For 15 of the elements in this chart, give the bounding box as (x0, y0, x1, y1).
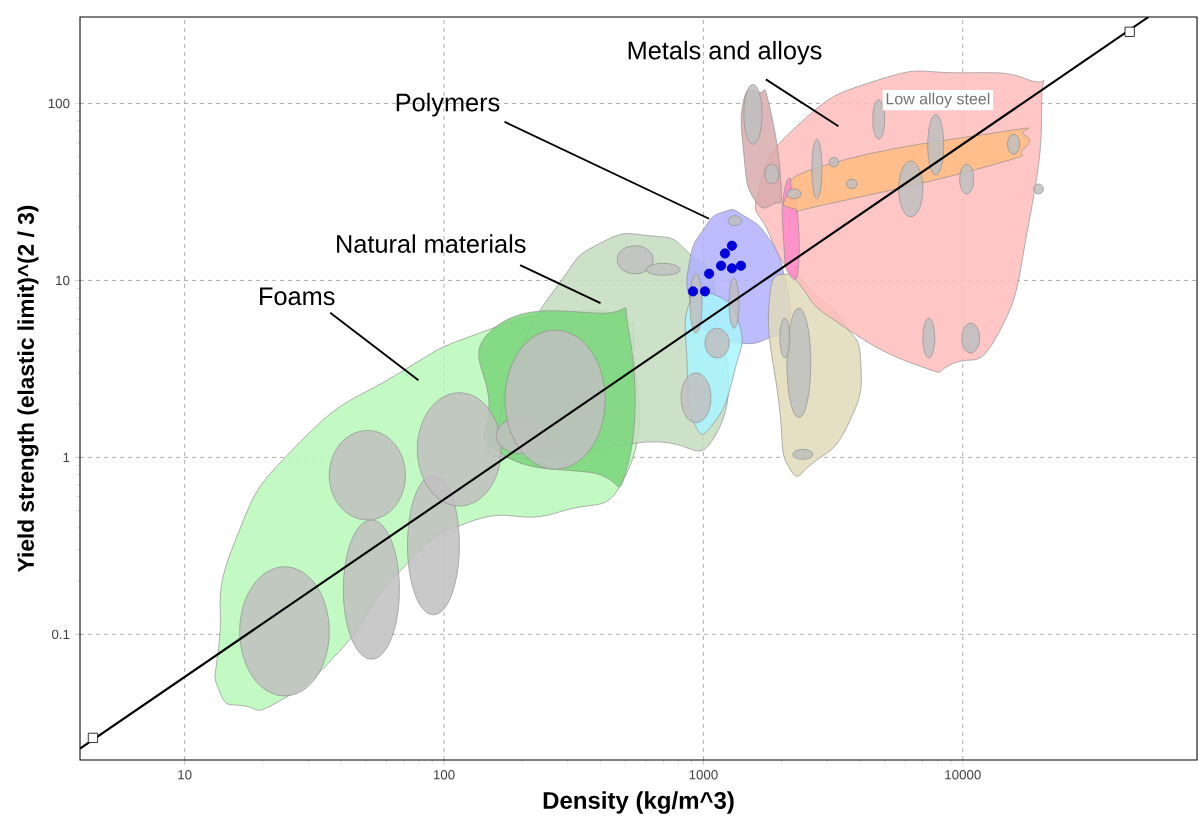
annotation: Foams (260, 287, 335, 306)
x-tick-label: 1000 (689, 770, 718, 780)
annotation: Natural materials (337, 234, 526, 253)
x-tick-label: 100 (433, 770, 455, 780)
y-tick-label: 1 (63, 452, 70, 462)
annotation: Metals and alloys (628, 40, 822, 65)
y-tick-label: 100 (48, 98, 70, 109)
annotation: Low alloy steel (886, 92, 990, 108)
x-axis-title: Density (kg/m^3) (543, 791, 734, 814)
annotation: Polymers (396, 92, 500, 117)
x-tick-label: 10000 (945, 770, 981, 780)
y-axis-title: Yield strength (elastic limit)^(2 / 3) (17, 205, 39, 572)
x-tick-label: 10 (178, 770, 192, 780)
y-tick-label: 0.1 (51, 629, 70, 640)
y-tick-label: 10 (56, 275, 70, 286)
